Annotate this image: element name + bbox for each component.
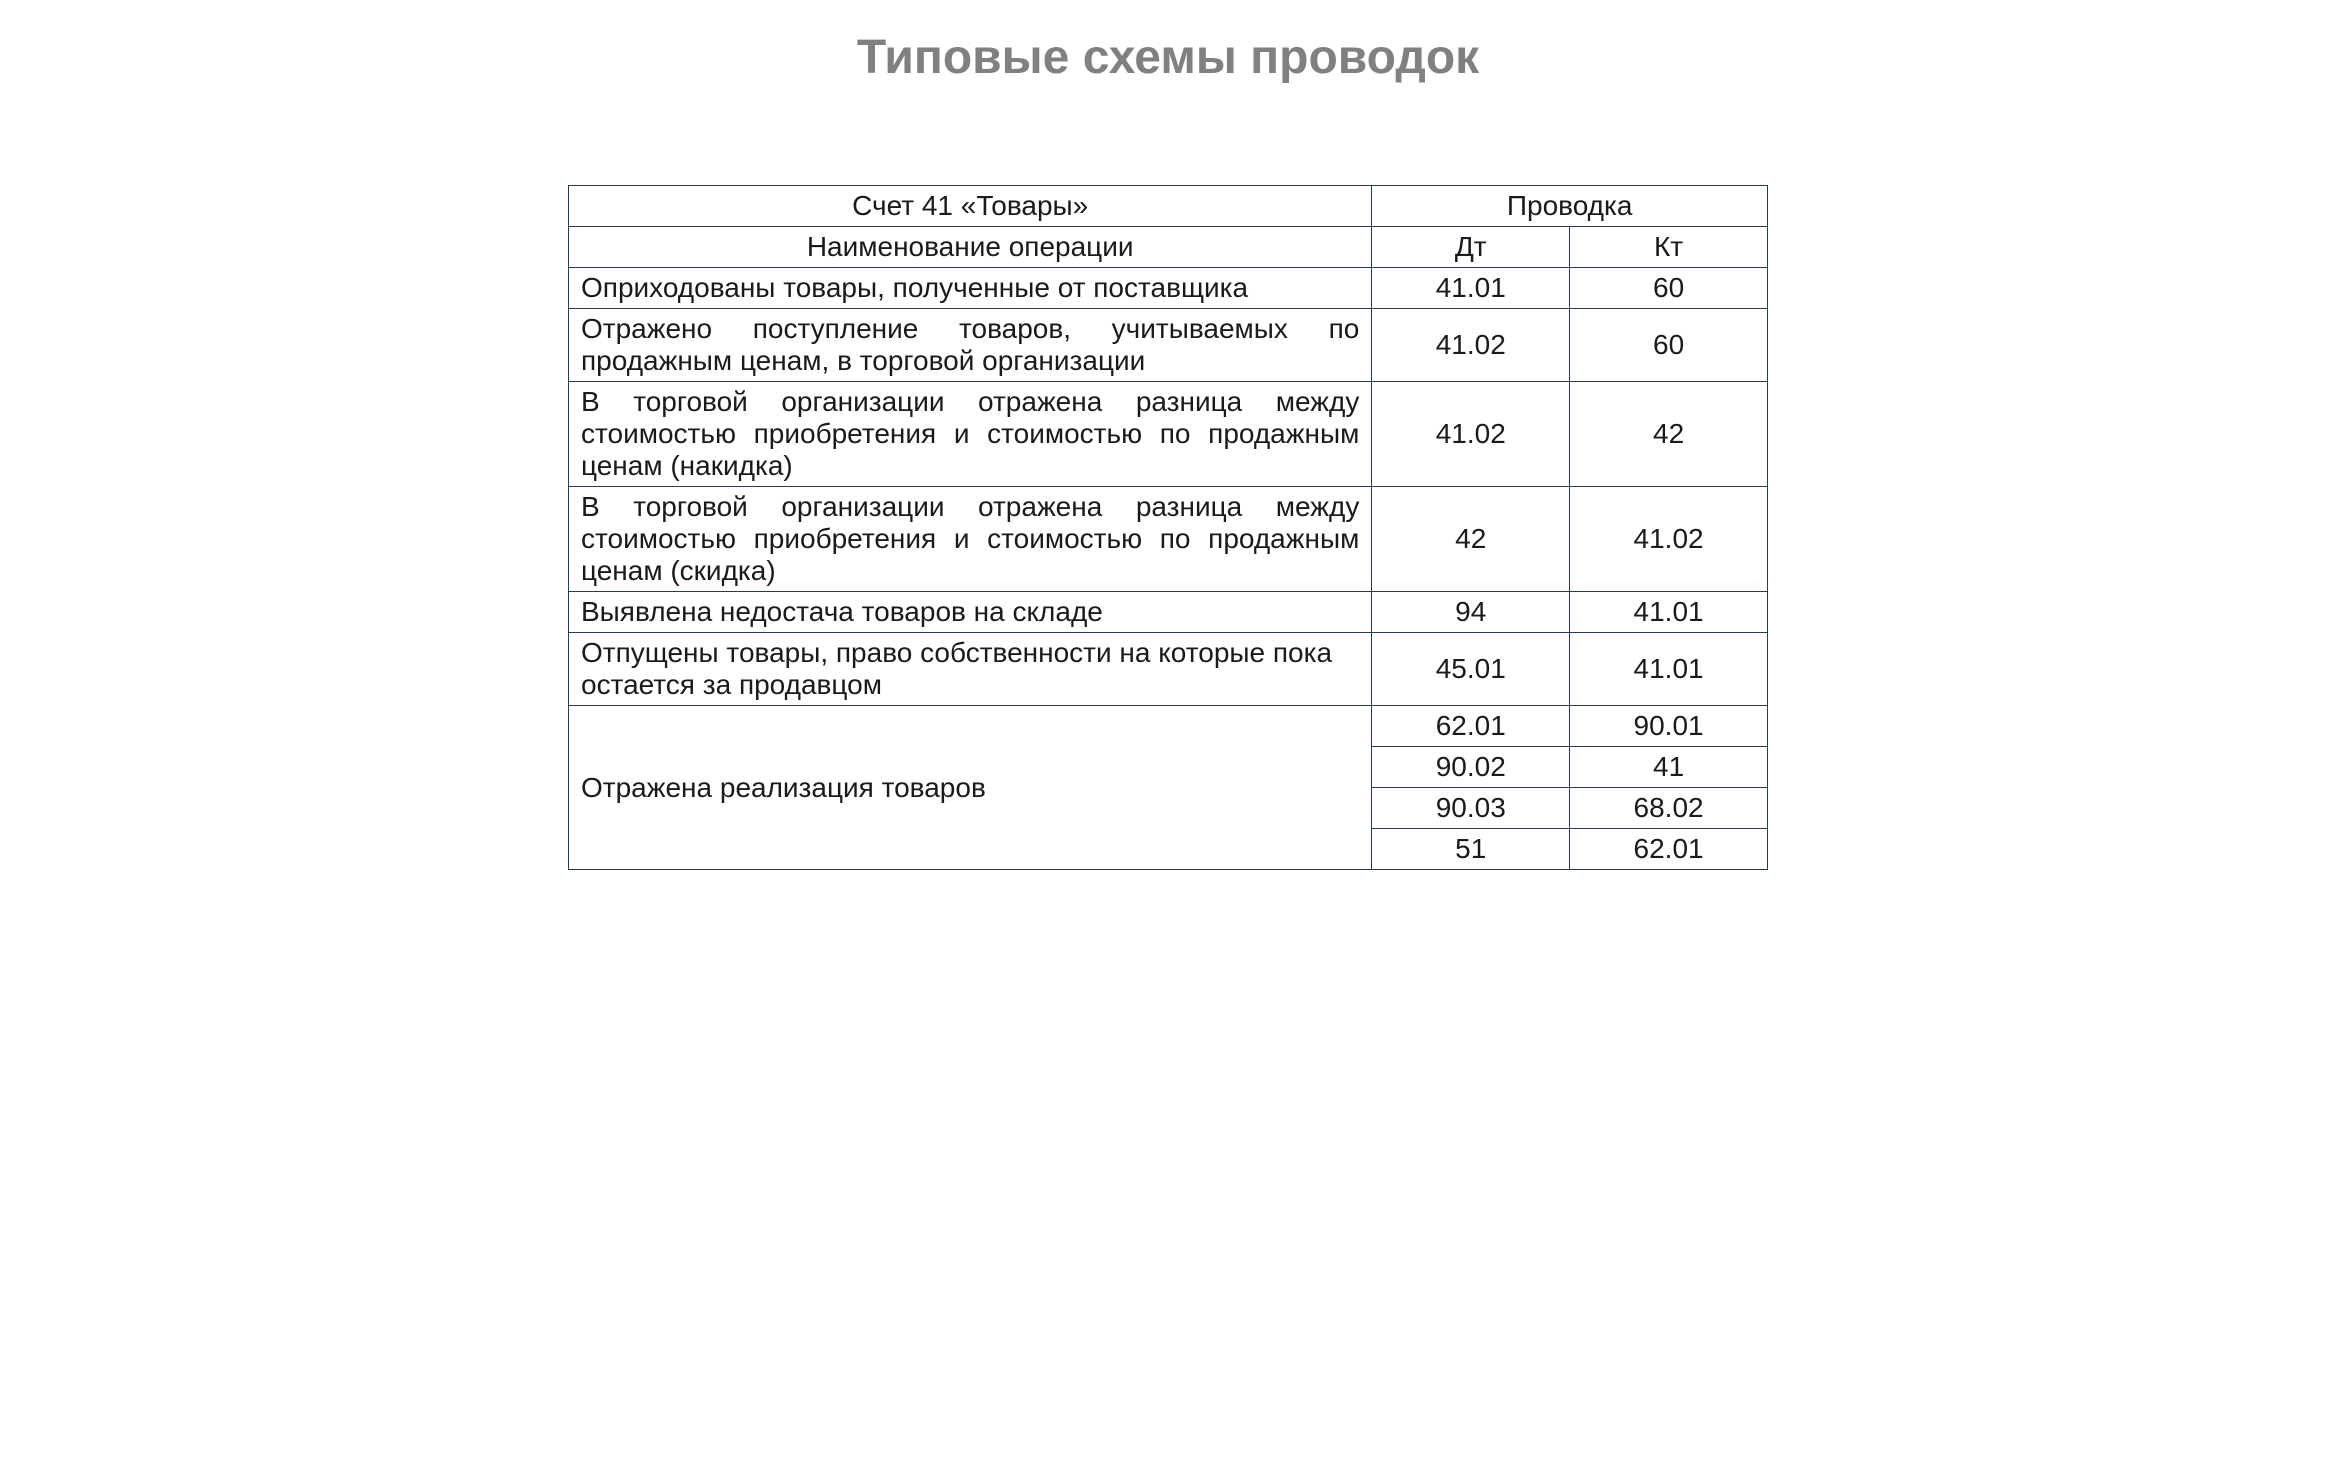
operation-cell: Отпущены товары, право собственности на … [569, 633, 1372, 706]
dt-cell: 41.02 [1372, 382, 1570, 487]
table-row: Оприходованы товары, полученные от поста… [569, 268, 1768, 309]
kt-cell: 41 [1570, 747, 1768, 788]
posting-table: Счет 41 «Товары» Проводка Наименование о… [568, 185, 1768, 870]
kt-cell: 41.01 [1570, 592, 1768, 633]
table-row: Отпущены товары, право собственности на … [569, 633, 1768, 706]
table-row: Выявлена недостача товаров на складе9441… [569, 592, 1768, 633]
kt-cell: 41.01 [1570, 633, 1768, 706]
table-row: В торговой организации отражена разница … [569, 487, 1768, 592]
header-posting: Проводка [1372, 186, 1768, 227]
kt-cell: 41.02 [1570, 487, 1768, 592]
table-row: В торговой организации отражена разница … [569, 382, 1768, 487]
dt-cell: 45.01 [1372, 633, 1570, 706]
dt-cell: 94 [1372, 592, 1570, 633]
dt-cell: 41.02 [1372, 309, 1570, 382]
dt-cell: 41.01 [1372, 268, 1570, 309]
table-row: Отражено поступление товаров, учитываемы… [569, 309, 1768, 382]
dt-cell: 62.01 [1372, 706, 1570, 747]
kt-cell: 60 [1570, 268, 1768, 309]
header-dt: Дт [1372, 227, 1570, 268]
kt-cell: 68.02 [1570, 788, 1768, 829]
header-operation: Наименование операции [569, 227, 1372, 268]
kt-cell: 90.01 [1570, 706, 1768, 747]
header-account-title: Счет 41 «Товары» [569, 186, 1372, 227]
operation-cell: В торговой организации отражена разница … [569, 487, 1372, 592]
page-title: Типовые схемы проводок [40, 30, 2296, 85]
operation-cell: Выявлена недостача товаров на складе [569, 592, 1372, 633]
kt-cell: 42 [1570, 382, 1768, 487]
table-header-row-2: Наименование операции Дт Кт [569, 227, 1768, 268]
dt-cell: 90.03 [1372, 788, 1570, 829]
table-header-row-1: Счет 41 «Товары» Проводка [569, 186, 1768, 227]
dt-cell: 51 [1372, 829, 1570, 870]
kt-cell: 60 [1570, 309, 1768, 382]
dt-cell: 42 [1372, 487, 1570, 592]
table-row: Отражена реализация товаров62.0190.01 [569, 706, 1768, 747]
dt-cell: 90.02 [1372, 747, 1570, 788]
operation-cell: Отражено поступление товаров, учитываемы… [569, 309, 1372, 382]
kt-cell: 62.01 [1570, 829, 1768, 870]
header-kt: Кт [1570, 227, 1768, 268]
operation-cell: В торговой организации отражена разница … [569, 382, 1372, 487]
operation-cell: Оприходованы товары, полученные от поста… [569, 268, 1372, 309]
operation-cell: Отражена реализация товаров [569, 706, 1372, 870]
